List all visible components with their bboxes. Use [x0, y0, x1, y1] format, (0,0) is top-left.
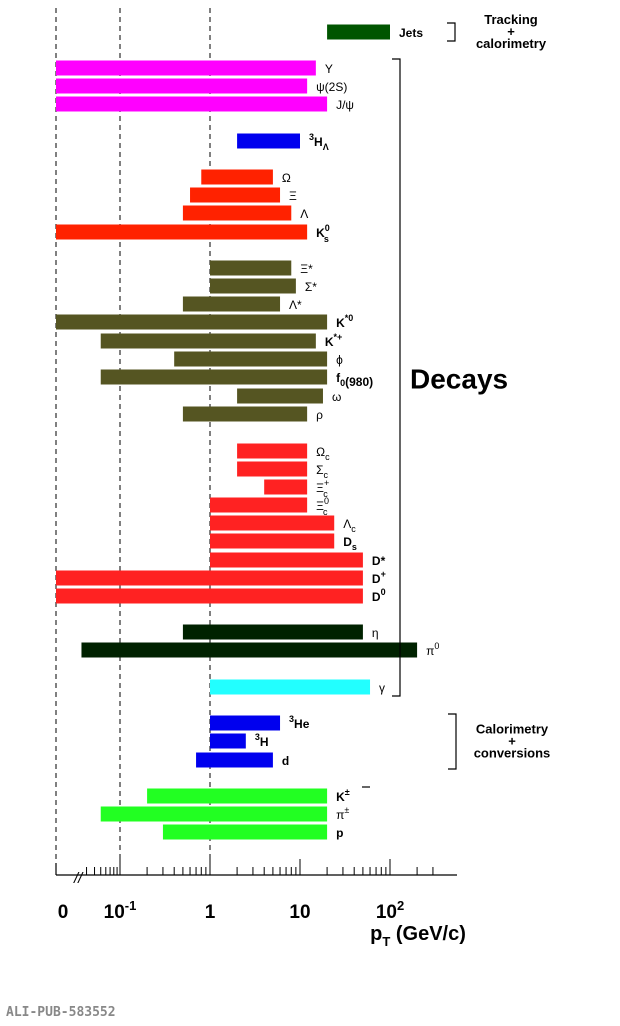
bar-label: Σc [316, 463, 328, 480]
bar-label: D+ [372, 569, 386, 586]
bar-label: D0 [372, 587, 386, 604]
group-label: + [508, 734, 516, 749]
bar-8 [56, 224, 308, 240]
bar-label: K0 s [316, 223, 330, 244]
group-label: + [507, 24, 515, 39]
bar-label: Ξ0 c [316, 496, 329, 517]
x-axis-title: pT (GeV/c) [370, 923, 466, 949]
bar-0 [327, 24, 390, 40]
bar-20 [264, 479, 308, 495]
bar-label: Jets [399, 26, 423, 40]
bar-25 [56, 570, 363, 586]
bar-6 [190, 187, 281, 203]
group-label: Calorimetry [476, 722, 549, 737]
bar-label: 3HΛ [309, 132, 329, 152]
x-tick-label: 102 [376, 898, 404, 923]
publication-id: ALI-PUB-583552 [6, 1005, 116, 1020]
group-label: calorimetry [476, 36, 547, 51]
bar-32 [196, 752, 273, 768]
bar-23 [210, 533, 335, 549]
bar-19 [237, 461, 308, 477]
bar-27 [182, 624, 363, 640]
bar-label: Λc [343, 517, 356, 534]
bar-label: Ξ* [300, 262, 313, 276]
bar-9 [210, 260, 292, 276]
bar-30 [210, 715, 281, 731]
axis-break-symbol: // [73, 870, 84, 887]
bar-22 [210, 515, 335, 531]
bar-26 [56, 588, 363, 604]
bar-28 [81, 642, 418, 658]
x-tick-label: 0 [58, 902, 69, 923]
bar-1 [56, 60, 316, 76]
bar-18 [237, 443, 308, 459]
group-label: conversions [474, 746, 551, 761]
chart: Jets Υψ(2S) J/ψ 3HΛ ΩΞΛ K0 s Ξ* Σ*Λ* K*0 K*+ ϕ f0(98… [55, 0, 551, 949]
bar-4 [237, 133, 300, 149]
bar-label: J/ψ [336, 98, 354, 112]
bar-16 [237, 388, 323, 404]
bar-label: Ω [282, 171, 291, 185]
bar-label: γ [379, 681, 385, 695]
bar-label: p [336, 826, 343, 840]
bar-label: Ξ+ c [316, 478, 329, 499]
group-bracket [392, 58, 401, 697]
bar-21 [210, 497, 308, 513]
bar-5 [201, 169, 273, 185]
bar-label: ρ [316, 408, 323, 422]
bar-label: f0(980) [336, 371, 373, 389]
bar-label: π0 [426, 641, 439, 658]
bar-11 [182, 296, 281, 312]
bar-label: K*+ [325, 332, 342, 349]
bar-35 [162, 824, 328, 840]
bar-29 [210, 679, 371, 695]
bar-14 [174, 351, 328, 367]
bar-label: K± [336, 787, 350, 804]
bar-10 [210, 278, 296, 294]
x-tick-label: 10-1 [104, 898, 137, 923]
bar-15 [100, 369, 328, 385]
bar-label: Υ [325, 62, 333, 76]
bar-label: 3He [289, 714, 310, 731]
bar-2 [56, 78, 308, 94]
bar-3 [56, 96, 328, 112]
bar-12 [56, 314, 328, 330]
bar-label: Σ* [305, 280, 317, 294]
group-label: Decays [410, 364, 508, 395]
bar-label: ω [332, 390, 341, 404]
group-bracket [448, 713, 457, 770]
bar-13 [100, 333, 316, 349]
bar-label: η [372, 626, 379, 640]
bar-24 [210, 552, 363, 568]
bar-label: ψ(2S) [316, 80, 347, 94]
bar-31 [210, 733, 246, 749]
group-bracket [447, 22, 456, 42]
group-label: Tracking [484, 12, 538, 27]
bar-label: π± [336, 805, 349, 822]
bar-33 [147, 788, 328, 804]
bar-label: K*0 [336, 313, 353, 330]
bar-label: ϕ [336, 353, 343, 367]
x-tick-label: 10 [289, 902, 310, 923]
bar-label: d [282, 754, 289, 768]
bar-label: Ds [343, 535, 357, 552]
bar-7 [182, 205, 292, 221]
bar-17 [182, 406, 308, 422]
bar-label: Λ* [289, 298, 302, 312]
bar-34 [100, 806, 328, 822]
bar-label: Ωc [316, 445, 330, 462]
bar-label: 3H [255, 732, 269, 749]
bar-label: Λ [300, 207, 308, 221]
bar-label: Ξ [289, 189, 297, 203]
group-label: PID [380, 0, 427, 6]
bar-label: D* [372, 554, 386, 568]
x-tick-label: 1 [205, 902, 216, 923]
